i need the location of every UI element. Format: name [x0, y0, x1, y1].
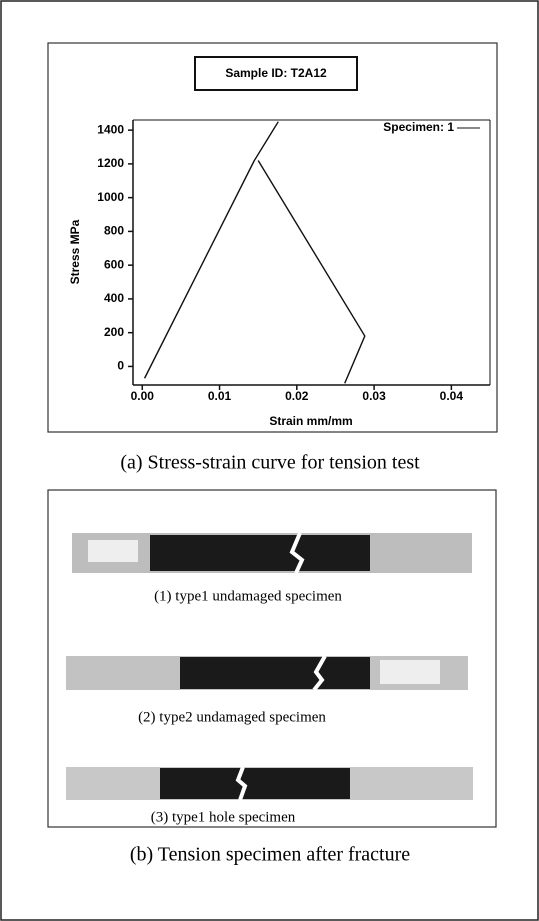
y-tick-label: 200 — [104, 325, 124, 339]
specimen-photo — [66, 767, 473, 800]
specimen-label: (2) type2 undamaged specimen — [138, 709, 326, 725]
series-line — [145, 122, 279, 379]
figure: Sample ID: T2A12 Strain mm/mm Stress MPa… — [0, 0, 539, 921]
legend-label: Specimen: 1 — [383, 120, 454, 134]
x-tick-label: 0.03 — [362, 389, 386, 403]
x-tick-label: 0.04 — [440, 389, 464, 403]
y-tick-label: 1000 — [97, 190, 124, 204]
specimen-photo — [66, 656, 468, 690]
specimen-photo — [72, 533, 472, 573]
y-tick-label: 600 — [104, 257, 124, 271]
specimen-label: (3) type1 hole specimen — [151, 809, 296, 825]
y-tick-label: 1400 — [97, 122, 124, 136]
chart-title: Sample ID: T2A12 — [225, 66, 327, 80]
x-tick-label: 0.01 — [208, 389, 232, 403]
x-tick-label: 0.00 — [131, 389, 155, 403]
specimen-label: (1) type1 undamaged specimen — [154, 588, 342, 604]
caption: (a) Stress-strain curve for tension test — [120, 452, 420, 474]
series-line — [258, 161, 365, 384]
y-tick-label: 1200 — [97, 156, 124, 170]
y-tick-label: 0 — [117, 359, 124, 373]
x-axis-label: Strain mm/mm — [269, 414, 352, 428]
y-axis-label: Stress MPa — [68, 219, 82, 284]
y-tick-label: 800 — [104, 224, 124, 238]
caption: (b) Tension specimen after fracture — [130, 844, 410, 866]
x-tick-label: 0.02 — [285, 389, 309, 403]
y-tick-label: 400 — [104, 291, 124, 305]
